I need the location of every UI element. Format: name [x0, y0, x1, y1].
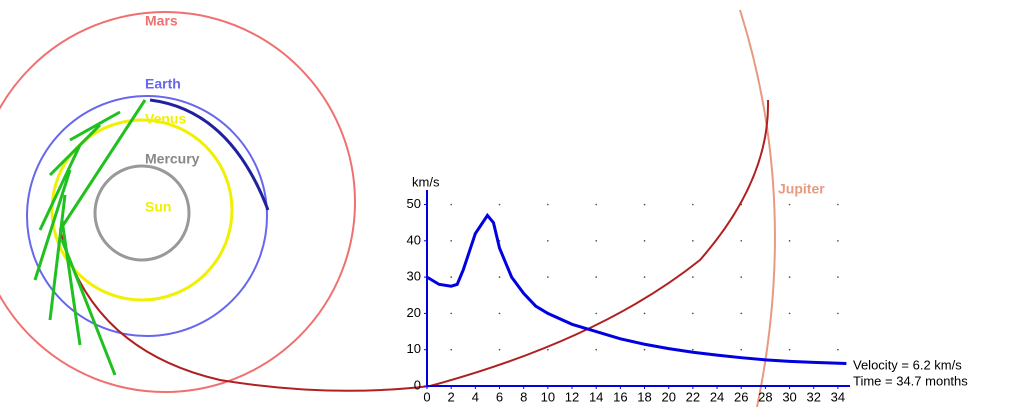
grid-dot	[547, 240, 549, 242]
orbits	[0, 9, 776, 407]
grid-dot	[595, 240, 597, 242]
grid-dot	[692, 203, 694, 206]
readout: Time = 34.7 months	[853, 373, 968, 388]
grid-dot	[788, 240, 791, 242]
x-tick-label: 20	[661, 389, 675, 404]
grid-dot	[595, 203, 597, 206]
y-tick-label: 10	[407, 341, 421, 356]
earth-orbit	[26, 95, 268, 337]
readout: Velocity = 6.2 km/s	[853, 357, 962, 372]
grid-dot	[643, 348, 646, 351]
grid-dot	[837, 240, 839, 242]
grid-dot	[547, 276, 549, 278]
grid-dot	[788, 276, 791, 278]
grid-dot	[788, 312, 791, 315]
body-label: Mercury	[145, 151, 200, 167]
x-tick-label: 28	[758, 389, 772, 404]
x-tick-label: 22	[686, 389, 700, 404]
grid-dot	[692, 348, 694, 351]
grid-dot	[450, 276, 452, 278]
body-label: Mars	[145, 13, 178, 29]
grid-dot	[498, 203, 501, 206]
grid-dot	[595, 348, 597, 351]
x-tick-label: 30	[782, 389, 796, 404]
x-tick-label: 16	[613, 389, 627, 404]
grid-dot	[498, 348, 501, 351]
x-tick-label: 14	[589, 389, 603, 404]
y-tick-label: 50	[407, 196, 421, 211]
grid-dot	[837, 348, 839, 351]
x-tick-label: 2	[448, 389, 455, 404]
body-label: Venus	[145, 111, 186, 127]
x-tick-label: 24	[710, 389, 724, 404]
grid-dot	[837, 312, 839, 315]
grid-dot	[643, 240, 646, 242]
x-tick-label: 18	[637, 389, 651, 404]
grid-dot	[450, 240, 452, 242]
grid-dot	[692, 240, 694, 242]
x-tick-label: 6	[496, 389, 503, 404]
mars-orbit	[0, 11, 356, 393]
grid-dot	[498, 276, 501, 278]
x-tick-label: 12	[565, 389, 579, 404]
x-tick-label: 34	[831, 389, 845, 404]
y-tick-label: 20	[407, 305, 421, 320]
y-tick-label: 30	[407, 269, 421, 284]
grid-dot	[595, 312, 597, 315]
grid-dot	[450, 312, 452, 315]
y-axis-label: km/s	[412, 174, 440, 189]
grid-dot	[740, 312, 743, 315]
x-tick-label: 26	[734, 389, 748, 404]
grid-dot	[788, 348, 791, 351]
x-tick-label: 10	[541, 389, 555, 404]
grid-dot	[595, 276, 597, 278]
grid-dot	[498, 312, 501, 315]
grid-dot	[692, 312, 694, 315]
grid-dot	[788, 203, 791, 206]
venus-orbit	[50, 118, 234, 302]
grid-dot	[740, 348, 743, 351]
x-tick-label: 0	[423, 389, 430, 404]
grid-dot	[547, 203, 549, 206]
grid-dot	[643, 312, 646, 315]
grid-dot	[450, 348, 452, 351]
velocity-vectors	[33, 99, 147, 376]
earth-trail	[149, 98, 270, 211]
body-label: Jupiter	[778, 181, 825, 197]
grid-dot	[740, 240, 743, 242]
grid-dot	[740, 203, 743, 206]
body-label: Sun	[145, 199, 171, 215]
x-tick-label: 8	[520, 389, 527, 404]
x-tick-label: 32	[807, 389, 821, 404]
mercury-orbit	[93, 164, 191, 262]
grid-dot	[643, 203, 646, 206]
grid-dot	[740, 276, 743, 278]
velocity-line	[426, 212, 847, 365]
grid-dot	[692, 276, 694, 278]
y-tick-label: 40	[407, 232, 421, 247]
body-label: Earth	[145, 76, 181, 92]
x-tick-label: 4	[472, 389, 479, 404]
jupiter-orbit	[739, 9, 776, 407]
grid-dot	[547, 348, 549, 351]
grid-dot	[450, 203, 452, 206]
grid-dot	[837, 203, 839, 206]
grid-dot	[643, 276, 646, 278]
grid-dot	[837, 276, 839, 278]
y-tick-label: 0	[414, 377, 421, 392]
